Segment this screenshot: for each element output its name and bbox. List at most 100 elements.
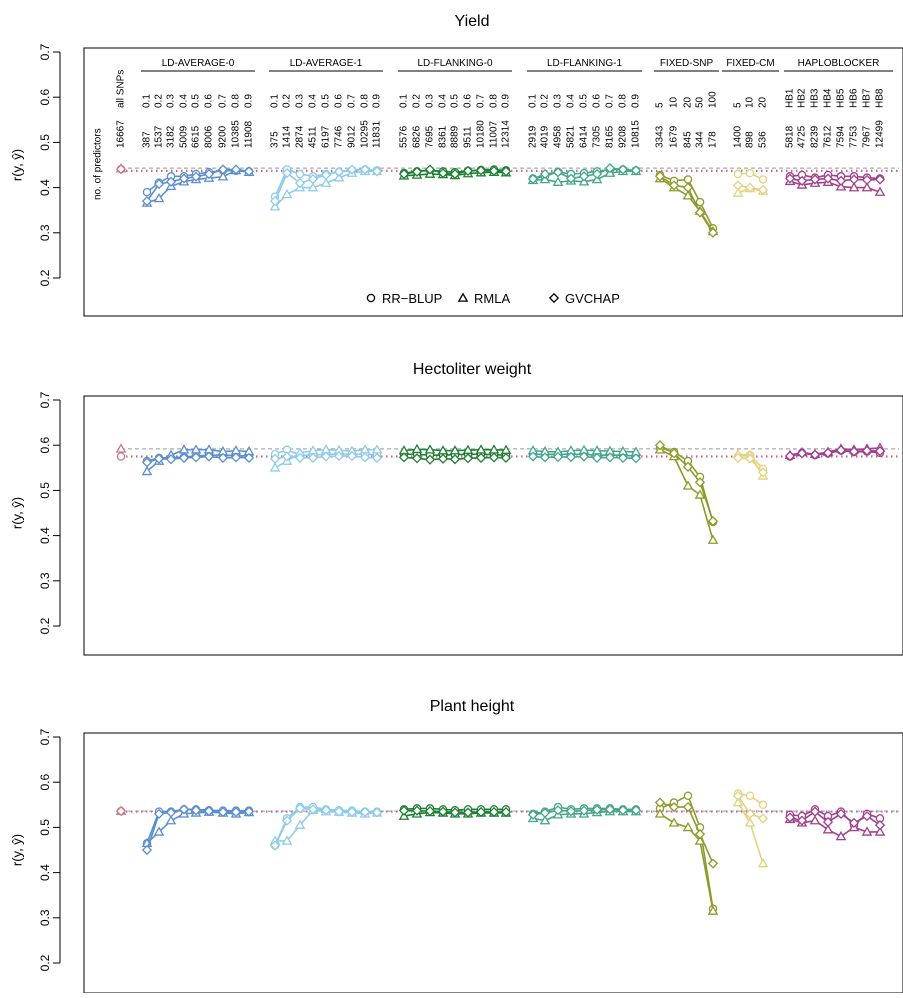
data-point [732, 790, 744, 801]
data-point [500, 166, 512, 177]
group-level-label: HB8 [875, 88, 886, 108]
group-level-label: HB2 [797, 88, 808, 108]
data-point [462, 165, 474, 176]
data-point [359, 452, 371, 463]
data-point [552, 167, 564, 178]
data-point [320, 451, 332, 462]
data-point [654, 440, 666, 451]
panel-title: Yield [455, 13, 490, 30]
data-point [165, 815, 177, 825]
group-level-label: 0.2 [412, 94, 423, 108]
group-name: LD-FLANKING-1 [547, 58, 622, 69]
data-point [178, 804, 190, 815]
data-point [809, 806, 821, 817]
data-point [835, 830, 847, 841]
data-point [411, 166, 423, 177]
data-point [371, 452, 383, 463]
group-count-label: 3343 [655, 125, 666, 148]
data-point [565, 451, 577, 463]
group-count-label: 4019 [540, 125, 551, 148]
data-point [707, 516, 719, 527]
data-point [861, 826, 873, 836]
group-level-label: 0.7 [605, 94, 616, 108]
data-point [462, 453, 474, 464]
data-point [784, 450, 796, 462]
data-point [745, 168, 755, 178]
group-count-label: 8165 [605, 125, 616, 148]
group-level-label: 0.1 [399, 94, 410, 108]
data-point [281, 835, 293, 845]
y-tick-label: 0.4 [38, 864, 52, 881]
group-count-label: 7967 [862, 125, 873, 148]
data-point [320, 169, 332, 181]
group-count-label: 1400 [733, 125, 744, 148]
group-level-label: HB6 [849, 88, 860, 108]
data-point [630, 453, 642, 464]
group-level-label: 0.1 [528, 94, 539, 108]
data-point [269, 196, 281, 207]
data-point [757, 467, 769, 478]
data-point [437, 168, 449, 179]
group-level-label: 0.4 [179, 94, 190, 108]
group-level-label: 0.4 [438, 94, 449, 108]
all-snps-marker [115, 806, 127, 817]
group-level-label: 0.9 [244, 94, 255, 108]
group-level-label: 0.6 [334, 94, 345, 108]
data-point [707, 905, 719, 915]
group-count-label: 8889 [450, 125, 461, 148]
group-count-label: 10385 [231, 120, 242, 148]
data-point [500, 452, 512, 463]
group-level-label: 0.3 [295, 94, 306, 108]
group-count-label: 9012 [347, 125, 358, 148]
group-level-label: 0.6 [204, 94, 215, 108]
data-point [243, 452, 255, 463]
data-point [565, 806, 577, 817]
group-count-label: 8361 [438, 125, 449, 148]
y-tick-label: 0.3 [38, 572, 52, 589]
group-count-label: 845 [683, 131, 694, 148]
group-count-label: 4725 [797, 125, 808, 148]
data-point [809, 815, 821, 825]
data-point [744, 453, 756, 464]
group-count-label: 8006 [204, 125, 215, 148]
group-count-label: 1537 [154, 125, 165, 148]
data-point [732, 452, 744, 463]
group-level-label: 10 [745, 96, 756, 108]
data-point [424, 164, 436, 175]
group-level-label: 0.1 [270, 94, 281, 108]
group-name: LD-AVERAGE-1 [290, 58, 363, 69]
data-point [527, 451, 539, 462]
group-level-label: 0.7 [347, 94, 358, 108]
data-point [874, 174, 886, 185]
data-point [333, 166, 345, 177]
group-count-label: 7612 [823, 125, 834, 148]
group-name: HAPLOBLOCKER [798, 58, 880, 69]
group-count-label: 375 [270, 131, 281, 148]
group-level-label: 0.3 [166, 94, 177, 108]
data-point [488, 165, 500, 176]
group-count-label: 1679 [669, 125, 680, 148]
data-point [165, 454, 177, 465]
data-point [874, 445, 886, 457]
panel-title: Plant height [430, 698, 515, 715]
data-point [371, 807, 383, 818]
header: no. of predictors all SNPs 16667 LD-AVERAGE… [93, 58, 893, 200]
group-level-label: 0.7 [218, 94, 229, 108]
group-level-label: 50 [695, 96, 706, 108]
data-point [617, 452, 629, 463]
data-point [294, 452, 306, 463]
data-point [668, 801, 680, 813]
data-point [190, 805, 202, 816]
y-tick-label: 0.6 [38, 89, 52, 106]
data-point [346, 450, 358, 462]
data-point [539, 452, 551, 463]
group-count-label: 6197 [321, 125, 332, 148]
data-point [295, 169, 305, 179]
data-point [346, 164, 358, 175]
data-point [668, 448, 680, 459]
y-tick-label: 0.6 [38, 774, 52, 791]
group-level-label: 0.2 [282, 94, 293, 108]
data-point [809, 449, 821, 460]
